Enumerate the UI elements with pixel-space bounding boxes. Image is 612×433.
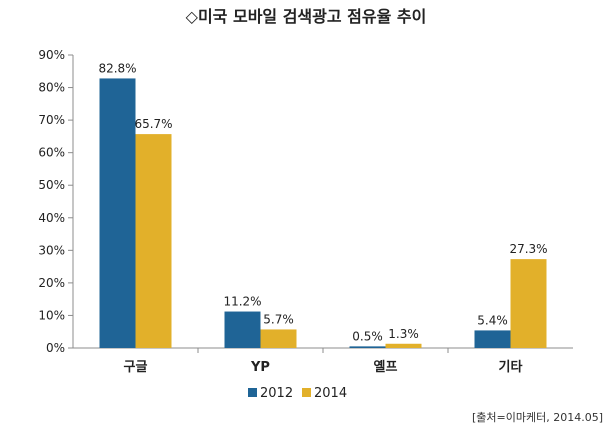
chart-title: ◇미국 모바일 검색광고 점유율 추이 <box>186 7 427 26</box>
data-label: 5.7% <box>263 312 294 326</box>
y-tick-label: 70% <box>38 113 65 127</box>
y-tick-label: 10% <box>38 308 65 322</box>
x-tick-label: 기타 <box>499 359 523 375</box>
data-label: 27.3% <box>509 242 547 256</box>
legend-swatch-2012 <box>248 388 257 397</box>
legend: 2012 2014 <box>248 386 347 401</box>
y-tick-label: 80% <box>38 81 65 95</box>
y-tick-label: 60% <box>38 146 65 160</box>
y-tick-label: 20% <box>38 276 65 290</box>
x-tick-label: 구글 <box>124 360 148 375</box>
bar-2012 <box>474 330 511 348</box>
data-label: 1.3% <box>388 327 419 341</box>
data-labels: 82.8% 65.7% 11.2%5.7% 0.5% 1.3% 5.4% 27.3% <box>98 61 547 343</box>
data-label: 0.5% <box>352 329 383 343</box>
bar-2012 <box>349 346 386 348</box>
y-axis: 0% 10% 20% 30% 40% 50% 60% 70% 80% 90% <box>38 48 74 355</box>
x-tick-label: YP <box>250 360 270 375</box>
data-label: 65.7% <box>134 117 172 131</box>
y-tick-label: 30% <box>38 243 65 257</box>
y-tick-label: 40% <box>38 211 65 225</box>
bar-2012 <box>99 78 136 348</box>
data-label: 5.4% <box>477 313 508 327</box>
data-label: 82.8% <box>98 61 136 75</box>
y-tick-label: 90% <box>38 48 65 62</box>
legend-label: 2012 <box>260 386 293 401</box>
bar-2014 <box>510 259 547 348</box>
x-tick-label: 옐프 <box>374 360 398 375</box>
y-tick-label: 50% <box>38 178 65 192</box>
bar-2014 <box>385 343 422 348</box>
source-note: [출처=이마케터, 2014.05] <box>472 411 603 424</box>
y-tick-label: 0% <box>46 341 65 355</box>
data-label: 11.2% <box>223 295 261 309</box>
legend-label: 2014 <box>314 386 347 401</box>
bar-2014 <box>260 329 297 348</box>
legend-swatch-2014 <box>302 388 311 397</box>
bar-2014 <box>135 134 172 348</box>
bar-2012 <box>224 311 261 348</box>
bars <box>99 78 547 348</box>
x-axis: 구글 YP 옐프 기타 <box>73 347 573 375</box>
